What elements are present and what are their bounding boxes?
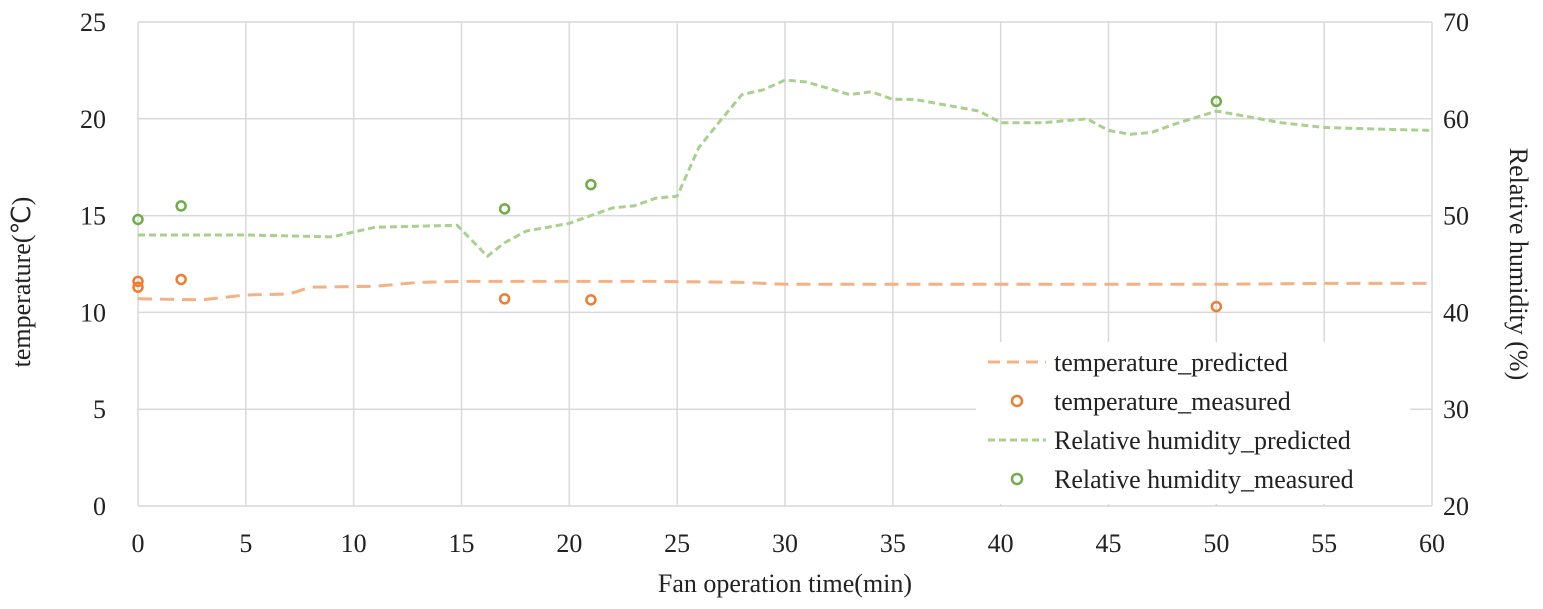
humidity-measured-point (498, 203, 511, 215)
y-right-tick-label: 20 (1443, 492, 1469, 521)
y-left-tick-label: 15 (80, 202, 106, 231)
humidity-predicted-line (138, 78, 1433, 258)
y-right-tick-label: 70 (1443, 8, 1469, 37)
legend-label: temperature_measured (1054, 387, 1291, 416)
y-right-tick-labels: 20 30 40 50 60 70 (1443, 8, 1469, 521)
humidity-measured-point (1210, 95, 1223, 108)
x-tick-label: 10 (341, 529, 367, 558)
temperature-measured-point (175, 273, 187, 286)
legend-label: temperature_predicted (1054, 348, 1288, 377)
x-tick-labels: 0 5 10 15 20 25 30 35 40 45 50 55 60 (132, 529, 1446, 558)
x-tick-label: 30 (772, 529, 798, 558)
y-left-tick-labels: 0 5 10 15 20 25 (80, 8, 106, 521)
grid (137, 21, 1433, 507)
x-tick-label: 0 (132, 529, 145, 558)
legend-item-humidity-measured: Relative humidity_measured (1010, 465, 1354, 494)
legend-item-temperature-measured: temperature_measured (1010, 387, 1291, 416)
x-tick-label: 50 (1203, 529, 1229, 558)
temperature-measured-point (1210, 300, 1223, 313)
x-axis-title: Fan operation time(min) (658, 569, 912, 598)
y-left-tick-label: 20 (80, 105, 106, 134)
legend: temperature_predicted temperature_measur… (976, 342, 1410, 504)
legend-item-humidity-predicted: Relative humidity_predicted (988, 426, 1351, 455)
y-left-tick-label: 10 (80, 298, 106, 327)
x-tick-label: 5 (239, 529, 252, 558)
legend-swatch-marker (1010, 394, 1024, 408)
y-left-axis-title: temperature(℃) (7, 197, 36, 368)
legend-label: Relative humidity_predicted (1054, 426, 1351, 455)
y-left-tick-label: 5 (93, 395, 106, 424)
y-left-tick-label: 25 (80, 8, 106, 37)
temperature-measured-point (132, 275, 144, 288)
x-tick-label: 20 (556, 529, 582, 558)
y-right-tick-label: 40 (1443, 298, 1469, 327)
temperature-measured-point (498, 293, 511, 305)
x-tick-label: 40 (988, 529, 1014, 558)
y-right-axis-title: Relative humidity (%) (1504, 148, 1533, 381)
legend-item-temperature-predicted: temperature_predicted (988, 348, 1288, 377)
x-tick-label: 25 (664, 529, 690, 558)
humidity-measured-point (585, 178, 597, 191)
y-right-tick-label: 60 (1443, 105, 1469, 134)
y-right-tick-label: 50 (1443, 202, 1469, 231)
humidity-measured-point (175, 200, 187, 212)
y-left-tick-label: 0 (93, 492, 106, 521)
x-tick-label: 60 (1419, 529, 1445, 558)
x-tick-label: 45 (1096, 529, 1122, 558)
legend-background (976, 342, 1410, 504)
humidity-measured-point (132, 213, 144, 226)
temperature-measured-point (132, 281, 144, 293)
legend-swatch-marker (1010, 472, 1024, 486)
x-tick-label: 55 (1311, 529, 1337, 558)
temperature-predicted-line (137, 279, 1432, 302)
y-right-tick-label: 30 (1443, 395, 1469, 424)
temperature-measured-point (585, 294, 597, 306)
x-tick-label: 35 (880, 529, 906, 558)
plot-area (132, 78, 1433, 313)
legend-label: Relative humidity_measured (1054, 465, 1354, 494)
x-tick-label: 15 (449, 529, 475, 558)
